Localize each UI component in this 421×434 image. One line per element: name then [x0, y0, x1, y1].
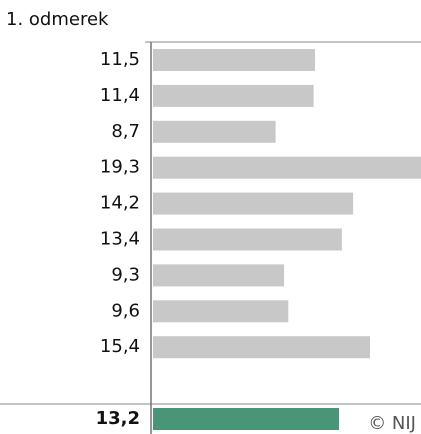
value-label: 9,6: [111, 300, 140, 321]
bar: [153, 408, 340, 430]
value-label: 15,4: [100, 336, 140, 357]
value-label: 11,5: [100, 49, 140, 70]
copyright: © NIJ: [368, 413, 416, 434]
bar: [153, 49, 316, 71]
bar: [153, 192, 354, 215]
chart-title: 1. odmerek: [6, 9, 109, 30]
bar: [153, 84, 314, 107]
bar: [153, 264, 285, 287]
bar: [153, 120, 276, 143]
bar: [153, 156, 421, 179]
value-label: 19,3: [100, 157, 140, 178]
bar: [153, 336, 371, 359]
value-label: 13,2: [96, 408, 140, 429]
bar: [153, 228, 342, 251]
value-label: 14,2: [100, 193, 140, 214]
value-label: 13,4: [100, 229, 140, 250]
value-label: 9,3: [111, 264, 140, 285]
value-label: 11,4: [100, 85, 140, 106]
bar: [153, 300, 289, 323]
value-label: 8,7: [111, 121, 140, 142]
